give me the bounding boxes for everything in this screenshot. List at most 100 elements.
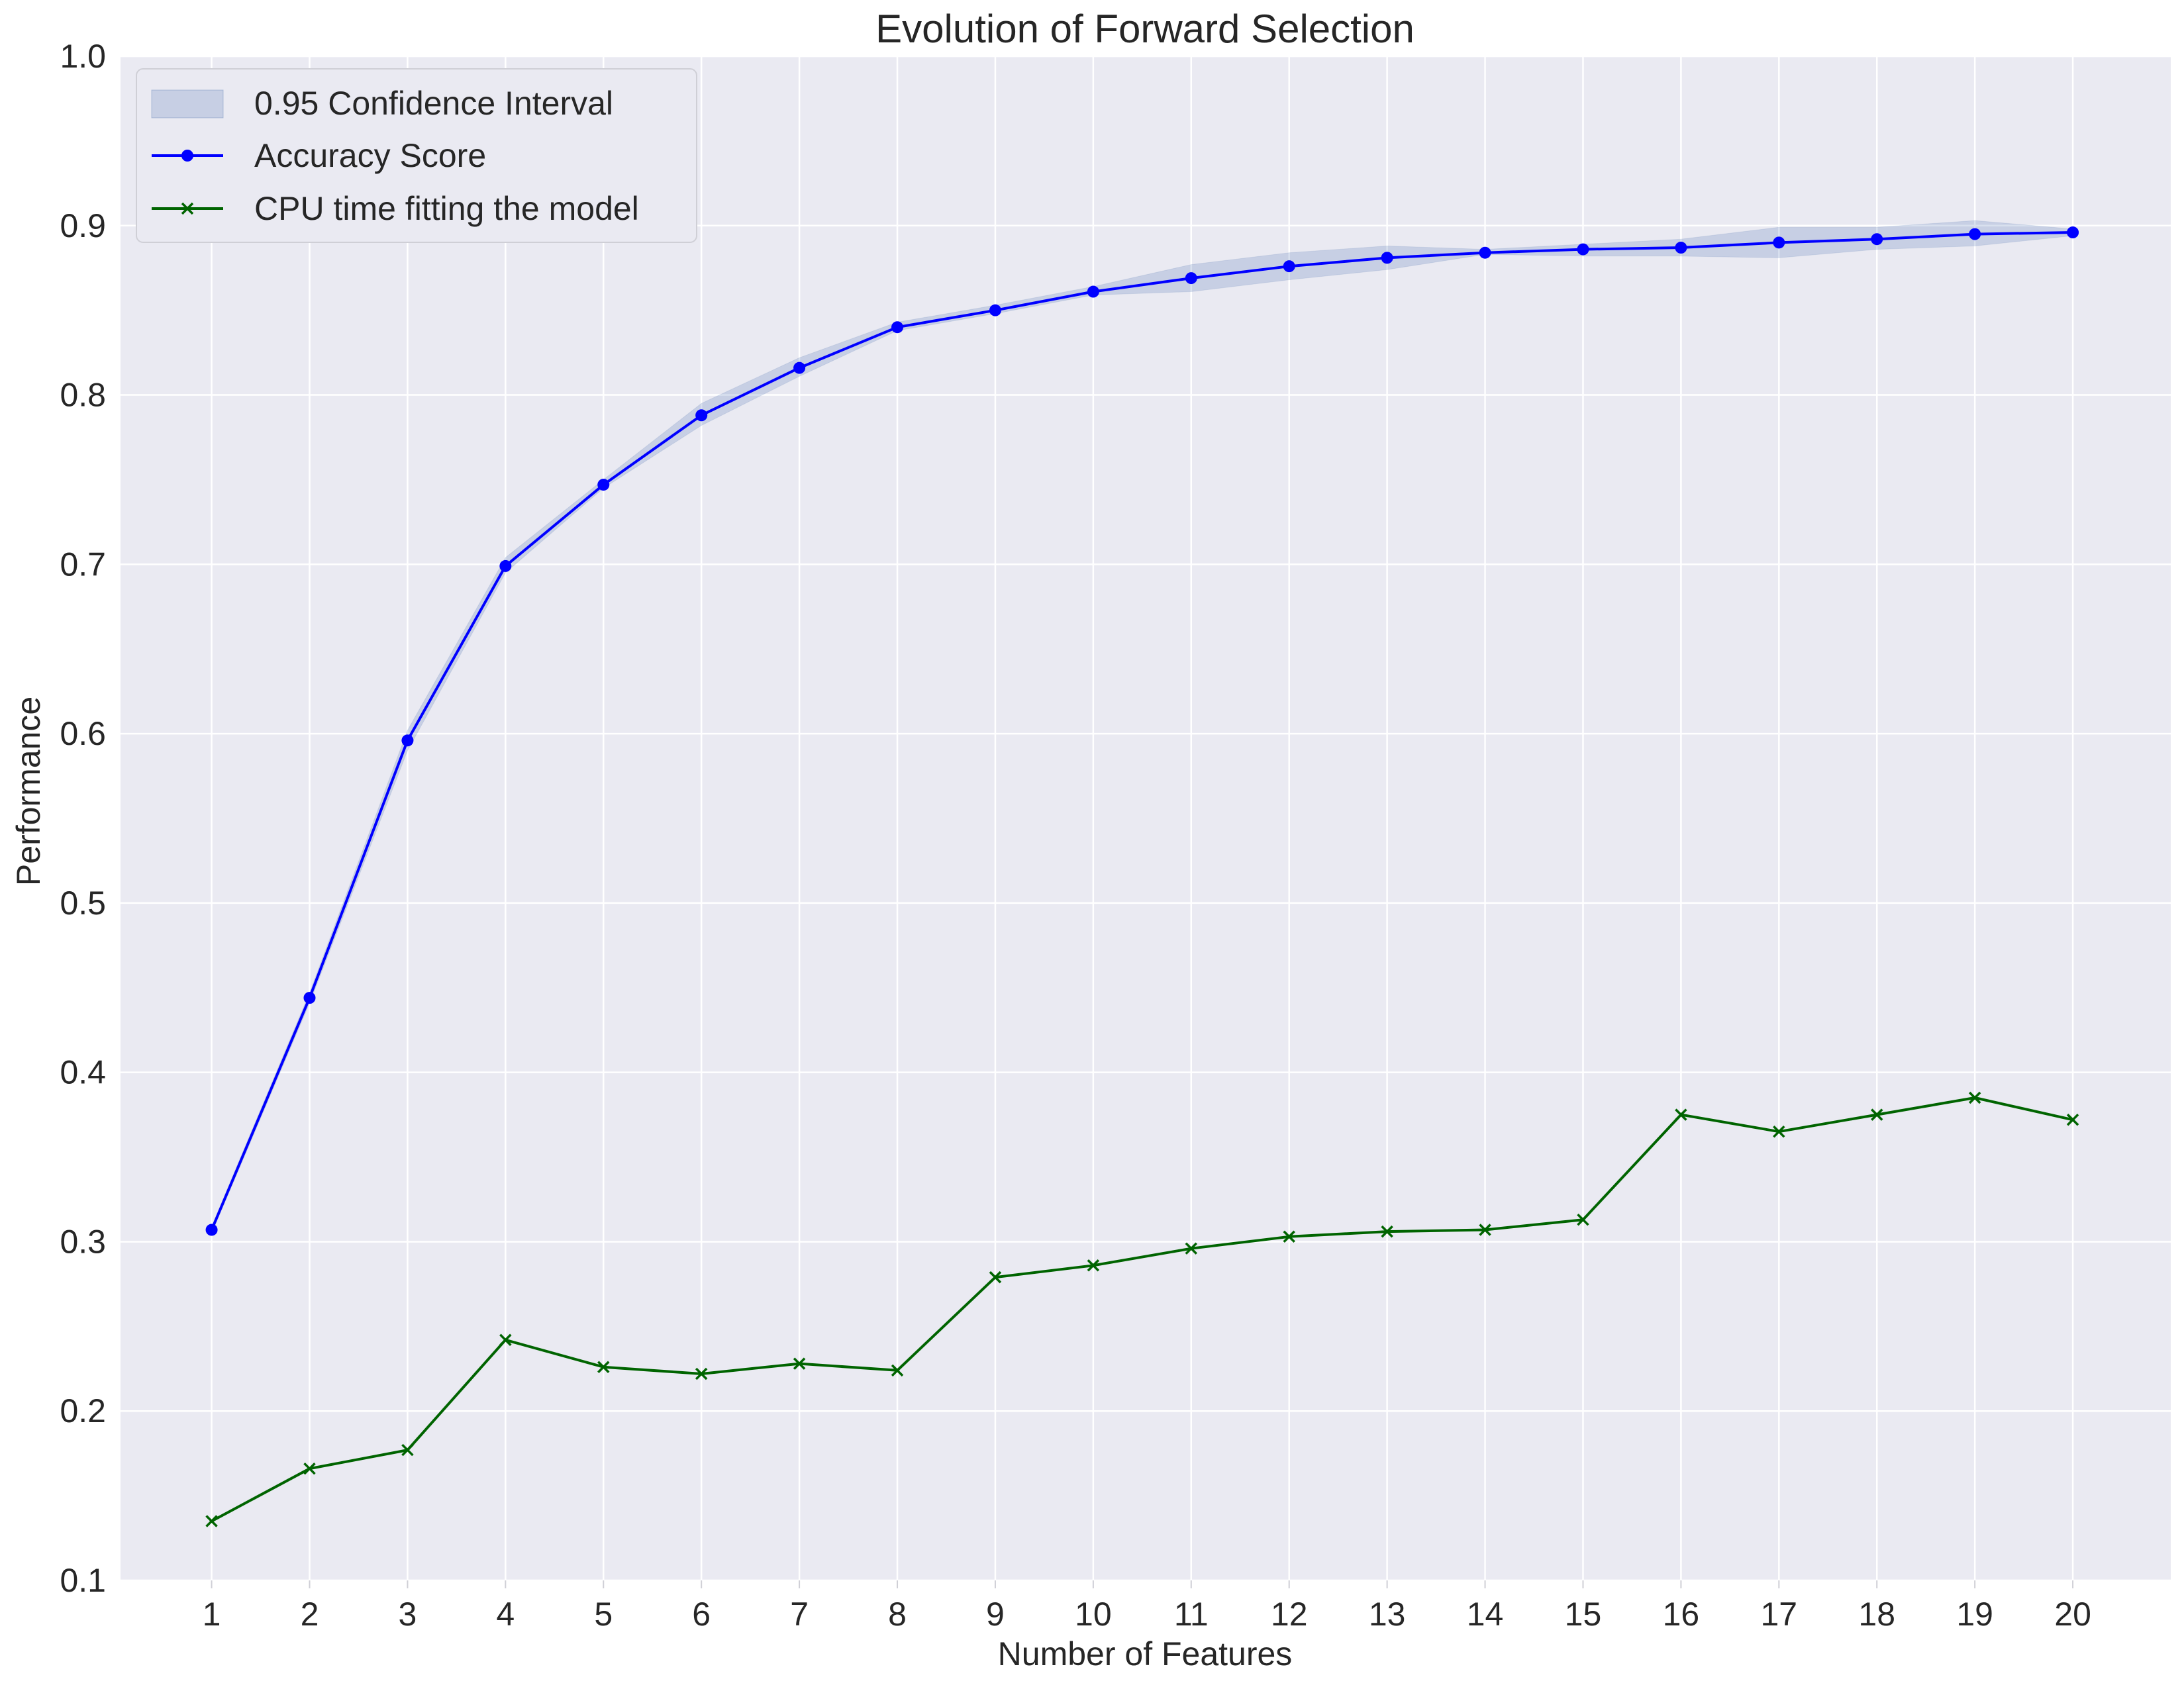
- data-point-cpu-time: [989, 1271, 1002, 1284]
- legend-swatch-cpu-marker: [181, 202, 194, 215]
- x-axis-label: Number of Features: [998, 1635, 1293, 1672]
- data-point-cpu-time-stroke: [597, 1361, 610, 1373]
- data-point-cpu-time-stroke: [205, 1515, 218, 1527]
- y-tick-label: 0.9: [60, 207, 106, 244]
- data-point-accuracy: [597, 479, 610, 491]
- series-line-accuracy: [210, 231, 2073, 1231]
- x-tick-label: 3: [399, 1596, 417, 1633]
- data-point-cpu-time-stroke: [499, 1333, 512, 1347]
- data-point-accuracy: [1381, 252, 1393, 264]
- data-point-cpu-time-stroke: [303, 1462, 316, 1475]
- series-line-cpu-time: [211, 1096, 2073, 1523]
- x-tick-label: 8: [888, 1596, 907, 1633]
- data-point-accuracy: [499, 559, 512, 572]
- legend-swatch-accuracy-marker: [181, 150, 193, 162]
- data-point-accuracy: [989, 304, 1001, 316]
- x-tick-label: 5: [594, 1596, 613, 1633]
- y-tick-label: 1.0: [60, 38, 106, 75]
- y-tick-label: 0.6: [60, 715, 106, 752]
- data-point-accuracy: [401, 734, 414, 747]
- plot-background: [121, 56, 2171, 1580]
- data-point-cpu-time-stroke: [793, 1357, 806, 1370]
- data-point-cpu-time: [793, 1357, 806, 1370]
- x-tick-label: 17: [1761, 1596, 1798, 1633]
- x-tick-label: 14: [1467, 1596, 1504, 1633]
- data-point-accuracy: [1185, 272, 1197, 285]
- data-point-cpu-time: [1968, 1091, 1981, 1104]
- data-point-accuracy: [1969, 228, 1981, 240]
- data-point-accuracy: [1773, 236, 1785, 249]
- data-point-cpu-time-stroke: [1185, 1242, 1198, 1255]
- data-point-cpu-time-stroke: [1577, 1213, 1589, 1226]
- y-tick-label: 0.5: [60, 885, 106, 922]
- y-tick-label: 0.4: [60, 1054, 106, 1091]
- x-tick-label: 2: [301, 1596, 319, 1633]
- data-point-cpu-time: [1185, 1242, 1198, 1255]
- data-point-cpu-time: [1283, 1230, 1295, 1243]
- y-tick-label: 0.2: [60, 1392, 106, 1429]
- data-point-cpu-time-stroke: [1968, 1091, 1981, 1104]
- data-point-cpu-time: [891, 1364, 904, 1377]
- data-point-cpu-time-stroke: [401, 1443, 414, 1457]
- data-point-cpu-time-stroke: [2066, 1114, 2079, 1126]
- data-point-cpu-time: [695, 1367, 708, 1380]
- data-point-cpu-time: [1773, 1125, 1785, 1138]
- legend-box: [136, 68, 697, 243]
- y-tick-label: 0.8: [60, 377, 106, 414]
- x-tick-label: 4: [496, 1596, 515, 1633]
- legend-label-cpu: CPU time fitting the model: [254, 190, 639, 227]
- y-tick-label: 0.1: [60, 1562, 106, 1599]
- y-tick-label: 0.3: [60, 1223, 106, 1260]
- series-accuracy: [205, 226, 2079, 1236]
- x-tick-labels: 1 2 3 4 5 6 7 8 9 10 11 12 13 14 15 16 17 18 19 20: [203, 1580, 2091, 1633]
- data-point-cpu-time-stroke: [1283, 1230, 1295, 1243]
- x-tick-label: 15: [1565, 1596, 1602, 1633]
- data-point-cpu-time: [1675, 1108, 1687, 1121]
- data-point-cpu-time: [205, 1515, 218, 1527]
- x-tick-label: 20: [2054, 1596, 2091, 1633]
- series-cpu-time: [205, 1091, 2079, 1527]
- data-point-cpu-time: [1577, 1213, 1589, 1226]
- data-point-cpu-time-stroke: [891, 1364, 904, 1377]
- data-point-accuracy: [891, 321, 904, 334]
- data-point-cpu-time-stroke: [989, 1271, 1002, 1284]
- legend-cpu-marker-stroke: [181, 202, 194, 215]
- data-point-cpu-time-stroke: [1773, 1125, 1785, 1138]
- x-tick-label: 9: [986, 1596, 1005, 1633]
- data-point-cpu-time-stroke: [1870, 1108, 1883, 1121]
- data-point-cpu-time: [1087, 1259, 1100, 1272]
- y-tick-labels: 0.1 0.2 0.3 0.4 0.5 0.6 0.7 0.8 0.9 1.0: [60, 38, 106, 1599]
- data-point-accuracy: [2067, 226, 2079, 239]
- series-layer: [205, 226, 2079, 1527]
- data-point-cpu-time: [303, 1462, 316, 1475]
- data-point-cpu-time: [499, 1333, 512, 1347]
- data-point-accuracy: [1871, 233, 1883, 246]
- x-tick-label: 11: [1174, 1596, 1209, 1633]
- data-point-cpu-time-stroke: [695, 1367, 708, 1380]
- data-point-cpu-time-stroke: [1087, 1259, 1100, 1272]
- x-tick-label: 7: [790, 1596, 809, 1633]
- legend-label-confidence-interval: 0.95 Confidence Interval: [254, 85, 613, 122]
- data-point-accuracy: [1675, 242, 1687, 254]
- data-point-cpu-time-stroke: [1381, 1225, 1393, 1238]
- legend-swatch-confidence-interval: [151, 89, 224, 119]
- data-point-accuracy: [793, 362, 806, 374]
- data-point-cpu-time-stroke: [1675, 1108, 1687, 1121]
- x-tick-label: 18: [1858, 1596, 1895, 1633]
- x-tick-label: 1: [203, 1596, 221, 1633]
- chart-title: Evolution of Forward Selection: [875, 7, 1415, 51]
- data-point-accuracy: [303, 992, 316, 1004]
- data-point-cpu-time-stroke: [1479, 1224, 1491, 1236]
- legend-label-accuracy: Accuracy Score: [254, 137, 486, 174]
- x-tick-label: 19: [1956, 1596, 1993, 1633]
- data-point-cpu-time: [597, 1361, 610, 1373]
- data-point-cpu-time: [401, 1443, 414, 1457]
- data-point-cpu-time: [1381, 1225, 1393, 1238]
- y-tick-label: 0.7: [60, 546, 106, 583]
- data-point-cpu-time: [1479, 1224, 1491, 1236]
- x-tick-label: 13: [1369, 1596, 1406, 1633]
- x-tick-label: 10: [1075, 1596, 1112, 1633]
- x-tick-label: 12: [1271, 1596, 1308, 1633]
- data-point-accuracy: [1577, 243, 1589, 256]
